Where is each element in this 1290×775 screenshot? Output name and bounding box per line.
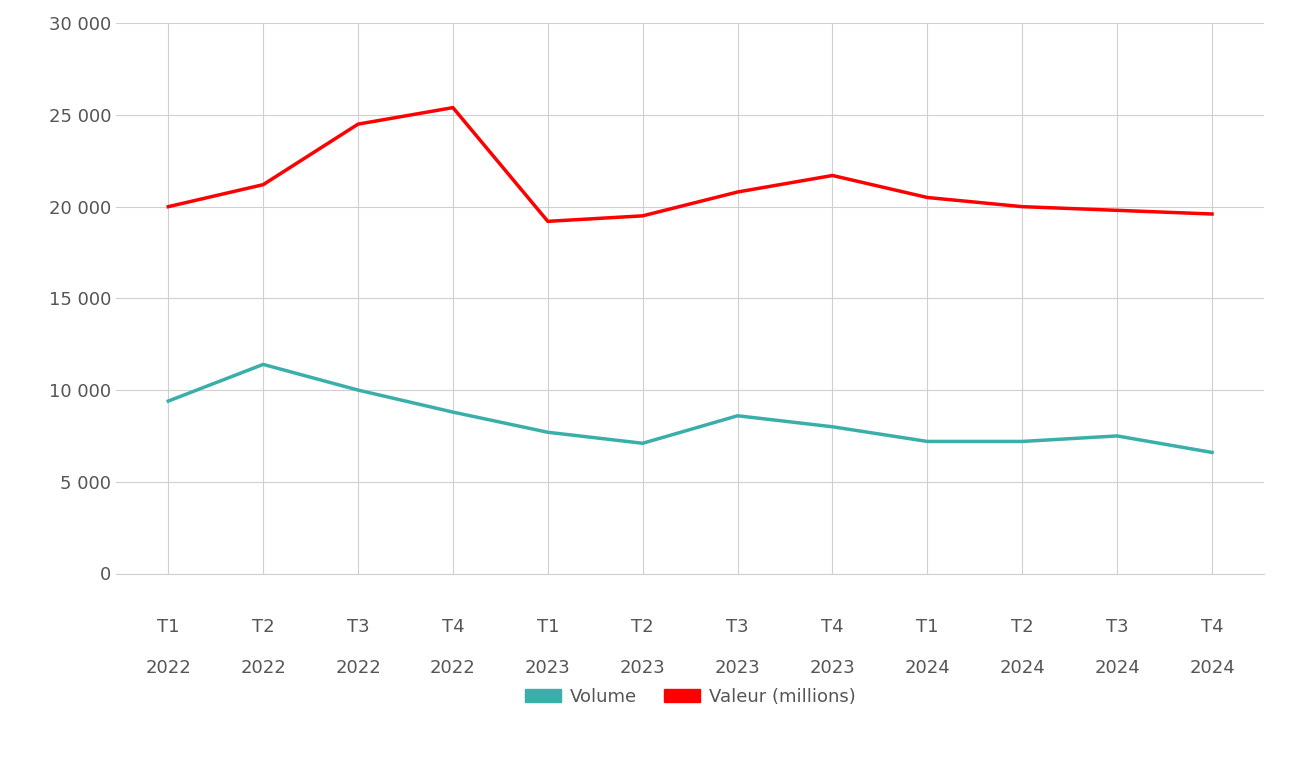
Text: T1: T1 <box>157 618 179 636</box>
Legend: Volume, Valeur (millions): Volume, Valeur (millions) <box>517 680 863 713</box>
Text: T2: T2 <box>631 618 654 636</box>
Text: 2022: 2022 <box>430 659 476 677</box>
Volume <box>255 360 271 369</box>
Text: 2022: 2022 <box>240 659 286 677</box>
Volume <box>730 411 746 420</box>
Valeur (millions) <box>255 180 271 189</box>
Text: T2: T2 <box>252 618 275 636</box>
Text: T3: T3 <box>347 618 369 636</box>
Valeur (millions) <box>1014 202 1029 212</box>
Volume <box>1014 437 1029 446</box>
Valeur (millions) <box>1109 205 1125 215</box>
Line: Valeur (millions): Valeur (millions) <box>168 108 1213 222</box>
Text: 2023: 2023 <box>715 659 761 677</box>
Text: T3: T3 <box>1106 618 1129 636</box>
Text: 2023: 2023 <box>525 659 570 677</box>
Valeur (millions) <box>635 212 650 221</box>
Text: T3: T3 <box>726 618 749 636</box>
Text: T1: T1 <box>537 618 559 636</box>
Volume <box>351 385 366 394</box>
Text: T4: T4 <box>441 618 464 636</box>
Valeur (millions) <box>1205 209 1220 219</box>
Text: 2024: 2024 <box>1189 659 1235 677</box>
Text: 2022: 2022 <box>146 659 191 677</box>
Volume <box>635 439 650 448</box>
Text: T2: T2 <box>1011 618 1033 636</box>
Volume <box>1109 431 1125 440</box>
Text: 2023: 2023 <box>810 659 855 677</box>
Volume <box>920 437 935 446</box>
Text: T4: T4 <box>822 618 844 636</box>
Volume <box>824 422 840 432</box>
Text: 2023: 2023 <box>619 659 666 677</box>
Volume <box>1205 448 1220 457</box>
Valeur (millions) <box>351 119 366 129</box>
Valeur (millions) <box>160 202 175 212</box>
Valeur (millions) <box>445 103 461 112</box>
Text: 2024: 2024 <box>1000 659 1045 677</box>
Volume <box>160 397 175 406</box>
Text: 2024: 2024 <box>904 659 951 677</box>
Line: Volume: Volume <box>168 364 1213 453</box>
Volume <box>445 408 461 417</box>
Volume <box>541 428 556 437</box>
Text: 2024: 2024 <box>1094 659 1140 677</box>
Text: T1: T1 <box>916 618 939 636</box>
Text: T4: T4 <box>1201 618 1223 636</box>
Valeur (millions) <box>541 217 556 226</box>
Valeur (millions) <box>730 188 746 197</box>
Valeur (millions) <box>920 193 935 202</box>
Valeur (millions) <box>824 170 840 180</box>
Text: 2022: 2022 <box>335 659 381 677</box>
